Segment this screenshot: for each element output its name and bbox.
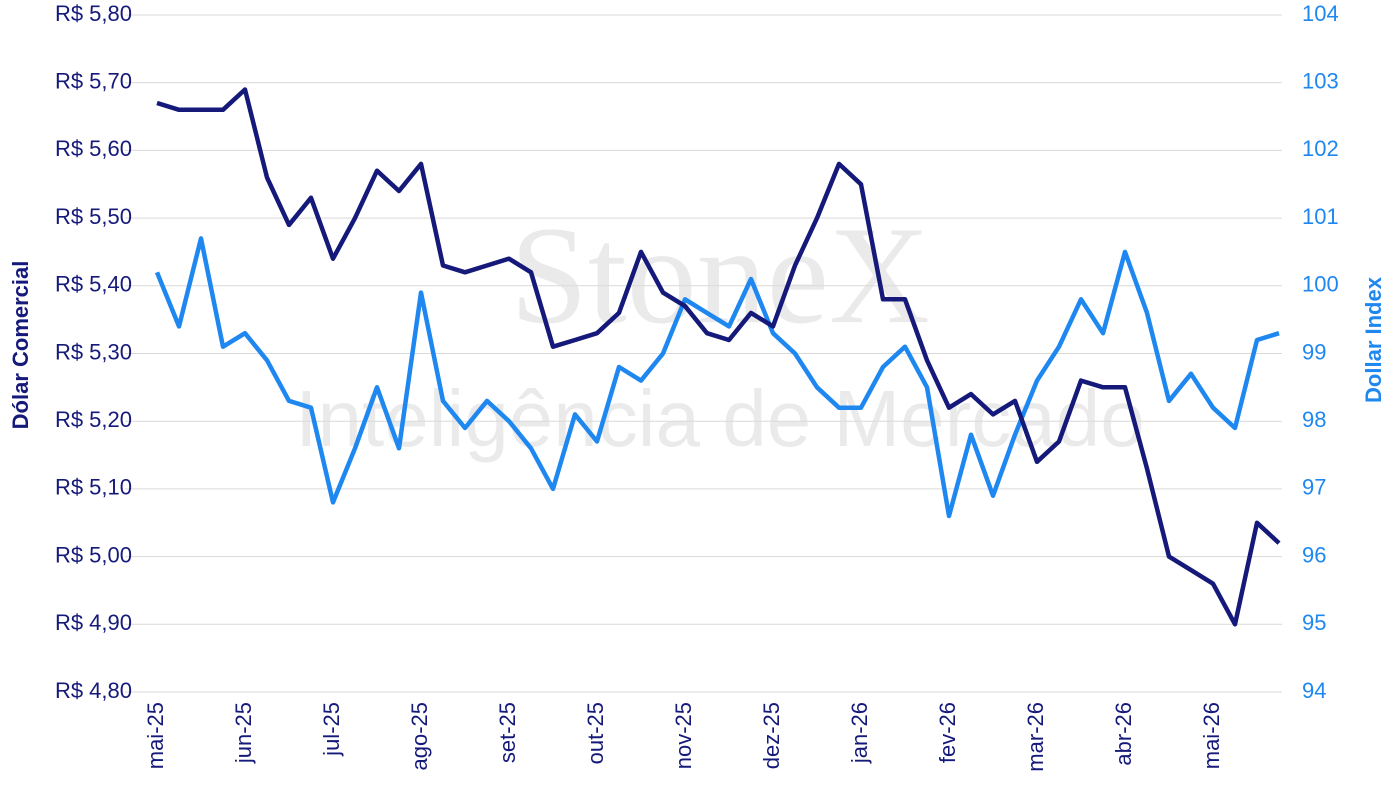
series-line	[154, 236, 1280, 519]
y2-tick-label: 94	[1302, 678, 1326, 703]
y-tick-label: R$ 5,60	[55, 136, 132, 161]
x-tick-label: set-25	[495, 702, 520, 763]
y2-tick-label: 95	[1302, 610, 1326, 635]
y2-tick-label: 104	[1302, 1, 1339, 26]
y2-tick-label: 100	[1302, 272, 1339, 297]
y2-tick-label: 98	[1302, 407, 1326, 432]
x-tick-label: mar-26	[1023, 702, 1048, 772]
y2-tick-label: 99	[1302, 339, 1326, 364]
y2-tick-label: 97	[1302, 475, 1326, 500]
y-tick-label: R$ 5,40	[55, 272, 132, 297]
y-tick-label: R$ 4,90	[55, 610, 132, 635]
y-tick-label: R$ 5,80	[55, 1, 132, 26]
y2-tick-label: 102	[1302, 136, 1339, 161]
y2-axis-title: Dollar Index	[1361, 276, 1386, 403]
y-tick-label: R$ 5,20	[55, 407, 132, 432]
x-tick-label: out-25	[583, 702, 608, 764]
x-tick-label: ago-25	[407, 702, 432, 771]
y2-tick-label: 103	[1302, 69, 1339, 94]
y-tick-label: R$ 4,80	[55, 678, 132, 703]
x-tick-label: jul-25	[319, 702, 344, 757]
x-tick-label: mai-26	[1199, 702, 1224, 769]
series-line	[156, 87, 1281, 627]
x-tick-label: dez-25	[759, 702, 784, 769]
y-tick-label: R$ 5,50	[55, 204, 132, 229]
y-tick-label: R$ 5,70	[55, 69, 132, 94]
x-tick-label: jun-25	[231, 702, 256, 764]
x-tick-label: abr-26	[1111, 702, 1136, 766]
y2-tick-label: 101	[1302, 204, 1339, 229]
y-tick-label: R$ 5,10	[55, 475, 132, 500]
y-axis-title: Dólar Comercial	[8, 261, 33, 430]
watermark: Inteligência de Mercado	[295, 374, 1144, 463]
x-tick-label: nov-25	[671, 702, 696, 769]
y2-tick-label: 96	[1302, 542, 1326, 567]
x-tick-label: mai-25	[143, 702, 168, 769]
y-tick-label: R$ 5,30	[55, 339, 132, 364]
y-tick-label: R$ 5,00	[55, 542, 132, 567]
x-tick-label: jan-26	[847, 702, 872, 764]
x-tick-label: fev-26	[935, 702, 960, 763]
watermark: StoneX	[510, 198, 930, 353]
